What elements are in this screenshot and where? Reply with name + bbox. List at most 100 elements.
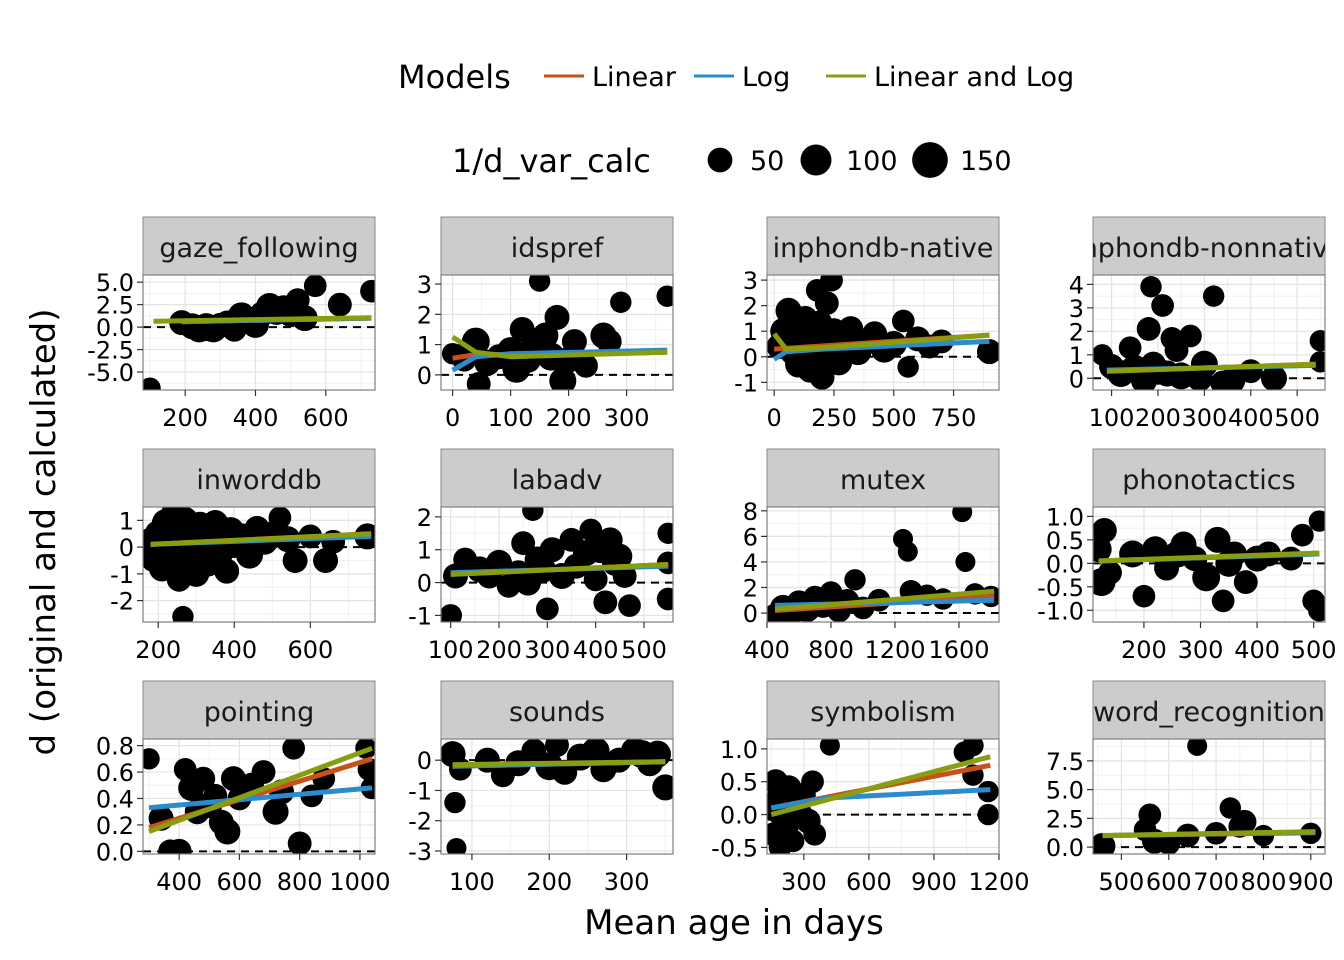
- x-tick-label: 200: [1121, 636, 1167, 664]
- data-point: [583, 567, 608, 592]
- y-tick-label: 0.0: [1046, 834, 1084, 862]
- data-point: [1291, 523, 1314, 547]
- y-tick-label: 5.0: [1046, 777, 1084, 805]
- data-point: [891, 309, 915, 333]
- panel-border: [142, 274, 376, 391]
- data-point: [511, 531, 536, 556]
- data-point: [814, 291, 839, 316]
- y-tick-label: 0.8: [96, 733, 134, 761]
- panel-border: [1092, 274, 1326, 391]
- x-tick-label: 1200: [864, 636, 925, 664]
- y-tick-label: 8: [743, 498, 758, 526]
- y-tick-label: -2: [408, 808, 432, 836]
- line-linear-and-log: [451, 334, 668, 360]
- y-tick-label: 2: [743, 293, 758, 321]
- y-tick-label: 0.0: [96, 314, 134, 342]
- y-tick-label: 2: [417, 504, 432, 532]
- strip-mutex: [766, 448, 1000, 508]
- points: [441, 275, 673, 390]
- y-tick-label: 0: [119, 534, 134, 562]
- x-tick-label: 600: [217, 868, 263, 896]
- x-tick-label: 0: [445, 404, 460, 432]
- panel-border: [440, 506, 674, 623]
- strip-label: mutex: [840, 465, 926, 496]
- y-tick-label: -5.0: [87, 359, 134, 387]
- y-tick-label: 0.0: [96, 838, 134, 866]
- panel-labadv: labadv 100 200 300 400 500 2 1 0 -1: [408, 448, 674, 664]
- data-point: [303, 275, 327, 298]
- x-tick-label: 100: [449, 868, 495, 896]
- data-point: [1192, 563, 1221, 592]
- x-tick-label: 300: [524, 636, 570, 664]
- legend-label-1: Log: [742, 62, 790, 93]
- x-tick-label: 600: [303, 404, 349, 432]
- data-point: [618, 594, 641, 617]
- data-point: [1093, 832, 1116, 854]
- data-point: [327, 292, 352, 317]
- data-point: [1140, 276, 1162, 298]
- data-point: [466, 372, 491, 390]
- x-tick-label: 200: [135, 636, 181, 664]
- model-lines: [148, 745, 373, 834]
- data-point: [1098, 560, 1122, 585]
- panel-word_recognition: word_recognition 500 600 700 800 900 7.55.02.5…: [1046, 680, 1334, 896]
- data-point: [809, 364, 835, 390]
- model-lines: [1098, 550, 1320, 564]
- x-tick-label: 200: [476, 636, 522, 664]
- y-tick-label: 3: [743, 267, 758, 295]
- data-point: [313, 547, 339, 573]
- data-point: [287, 831, 312, 854]
- line-linear-and-log: [1098, 550, 1320, 564]
- x-tick-label: 400: [573, 636, 619, 664]
- line-linear-and-log: [153, 315, 372, 324]
- y-tick-label: 2.5: [1046, 805, 1084, 833]
- y-tick-label: 3: [417, 271, 432, 299]
- data-point: [1307, 598, 1325, 622]
- strip-label: inphondb-nonnative: [1073, 233, 1344, 264]
- data-point: [819, 739, 840, 756]
- x-tick-label: 700: [1193, 868, 1239, 896]
- strip-sounds: [440, 680, 674, 740]
- data-point: [214, 818, 241, 845]
- line-linear-and-log: [772, 332, 990, 352]
- y-tick-label: 0: [743, 344, 758, 372]
- data-point: [1157, 832, 1181, 854]
- strip-inphondb-nonnative: [1092, 216, 1326, 276]
- data-point: [1232, 809, 1257, 834]
- data-point: [656, 285, 673, 307]
- line-linear-and-log: [770, 754, 991, 818]
- strip-label: phonotactics: [1122, 465, 1295, 496]
- x-tick-label: 600: [846, 868, 892, 896]
- y-tick-label: 3: [1069, 295, 1084, 323]
- x-tick-label: 0: [767, 404, 782, 432]
- panel-border: [1092, 506, 1326, 623]
- y-tick-label: 1: [417, 332, 432, 360]
- data-point: [549, 367, 577, 390]
- panel-border: [440, 738, 674, 855]
- y-tick-label: -1.0: [1037, 597, 1084, 625]
- x-tick-label: 500: [871, 404, 917, 432]
- line-linear-and-log: [1106, 361, 1316, 374]
- data-point: [962, 739, 984, 757]
- y-tick-label: 0: [1069, 365, 1084, 393]
- y-tick-label: 1: [119, 507, 134, 535]
- data-point: [596, 329, 622, 355]
- data-point: [1138, 803, 1162, 827]
- y-tick-label: 5.0: [96, 269, 134, 297]
- legend-size-label-0: 50: [750, 146, 784, 177]
- model-lines: [150, 531, 372, 547]
- data-point: [539, 537, 565, 563]
- strip-label: inworddb: [196, 465, 321, 496]
- data-point: [610, 291, 632, 313]
- y-tick-label: 0: [417, 362, 432, 390]
- x-axis-title: Mean age in days: [584, 903, 884, 943]
- model-lines: [451, 334, 668, 373]
- data-point: [1260, 365, 1287, 390]
- y-tick-label: -1: [408, 777, 432, 805]
- y-tick-label: 0.0: [720, 802, 758, 830]
- y-tick-label: 0: [417, 570, 432, 598]
- x-tick-label: 1200: [968, 868, 1029, 896]
- strip-gaze_following: [142, 216, 376, 276]
- data-point: [1142, 536, 1169, 563]
- x-tick-label: 500: [1274, 404, 1320, 432]
